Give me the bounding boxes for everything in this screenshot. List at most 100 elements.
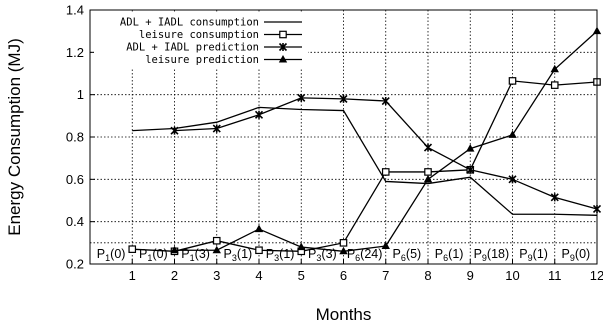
data-point <box>424 168 432 176</box>
series-leisure-consumption <box>128 77 601 256</box>
data-point <box>297 93 306 102</box>
period-count-open: ( <box>237 247 242 261</box>
period-count-close: ) <box>333 247 337 261</box>
legend-entry: leisure consumption <box>139 29 302 41</box>
x-axis-label: Months <box>316 305 372 324</box>
period-letter: P <box>519 247 527 261</box>
series <box>128 26 602 256</box>
x-tick-label: 10 <box>505 268 519 283</box>
period-count-close: ) <box>586 247 590 261</box>
x-tick-label: 1 <box>129 268 136 283</box>
data-point <box>550 64 559 73</box>
period-count: 1 <box>452 247 459 261</box>
data-point <box>170 126 179 135</box>
x-tick-label: 3 <box>213 268 220 283</box>
data-point <box>255 246 263 255</box>
y-tick-label: 1.2 <box>66 45 84 60</box>
period-label-text: P3(1) <box>224 247 253 263</box>
data-point <box>550 81 559 89</box>
x-tick-label: 5 <box>298 268 305 283</box>
period-label-bg <box>429 243 470 263</box>
legend-label: leisure prediction <box>145 54 259 66</box>
data-point <box>128 245 137 253</box>
period-label-text: P9(18) <box>474 247 510 263</box>
period-label-bg <box>260 243 301 263</box>
period-label-text: P1(0) <box>97 247 126 263</box>
series-line <box>132 106 598 216</box>
data-point <box>212 236 221 245</box>
data-point <box>466 144 475 152</box>
tick-labels: 1 2 3 4 5 6 7 8 9 10 11 120.20.40.60.811.21.4 <box>66 3 603 284</box>
data-point <box>508 77 517 85</box>
y-tick-label: 0.8 <box>66 130 84 145</box>
period-label: P3(1) <box>260 243 301 263</box>
period-count-open: ( <box>195 247 200 261</box>
period-label: P9(0) <box>555 243 596 263</box>
period-letter: P <box>181 247 189 261</box>
period-label-bg <box>344 243 385 263</box>
series-leisure-prediction <box>170 26 602 255</box>
period-label-bg <box>386 243 427 263</box>
x-tick-label: 6 <box>340 268 347 283</box>
data-point <box>466 165 475 174</box>
data-point <box>297 242 306 251</box>
period-letter: P <box>474 247 482 261</box>
series-line <box>132 80 598 252</box>
period-label-bg <box>133 243 174 263</box>
period-label-bg <box>217 243 258 263</box>
period-count-open: ( <box>487 247 492 261</box>
legend-entry: ADL + IADL prediction <box>126 42 302 54</box>
period-subscript: 1 <box>190 253 195 263</box>
data-point <box>339 94 348 103</box>
period-label: P6(24) <box>344 243 385 263</box>
period-label-text: P1(0) <box>139 247 168 263</box>
data-point <box>381 168 390 176</box>
period-subscript: 3 <box>316 253 321 263</box>
y-tick-label: 1 <box>77 87 84 102</box>
data-point <box>279 30 287 39</box>
period-subscript: 1 <box>147 253 152 263</box>
data-point <box>423 143 433 152</box>
period-label: P6(5) <box>386 243 427 263</box>
data-point <box>381 241 390 250</box>
data-point <box>278 55 288 63</box>
period-letter: P <box>393 247 401 261</box>
period-count: 1 <box>537 247 544 261</box>
period-count-close: ) <box>459 247 463 261</box>
data-point <box>550 193 559 202</box>
legend-entry: leisure prediction <box>145 54 302 66</box>
period-label-bg <box>513 243 554 263</box>
y-tick-label: 0.6 <box>66 172 84 187</box>
period-subscript: 6 <box>401 253 406 263</box>
period-letter: P <box>308 247 316 261</box>
data-point <box>508 130 517 138</box>
period-subscript: 6 <box>355 253 360 263</box>
legend-label: leisure consumption <box>139 29 259 41</box>
period-label-text: P6(24) <box>347 247 383 263</box>
period-label-bg <box>555 243 596 263</box>
period-label-text: P9(1) <box>519 247 548 263</box>
period-count-close: ) <box>378 247 382 261</box>
period-letter: P <box>435 247 443 261</box>
period-count-open: ( <box>279 247 284 261</box>
period-count-close: ) <box>206 247 210 261</box>
period-label: P1(0) <box>133 243 174 263</box>
period-label: P9(1) <box>513 243 554 263</box>
period-letter: P <box>139 247 147 261</box>
period-label: P3(1) <box>217 243 258 263</box>
period-letter: P <box>224 247 232 261</box>
legend-label: ADL + IADL consumption <box>120 17 259 29</box>
x-tick-label: 8 <box>424 268 431 283</box>
period-label-text: P3(1) <box>266 247 295 263</box>
data-point <box>212 124 221 133</box>
period-count: 0 <box>114 247 121 261</box>
period-subscript: 1 <box>105 253 110 263</box>
period-count: 18 <box>491 247 505 261</box>
period-subscript: 3 <box>232 253 237 263</box>
period-subscript: 6 <box>443 253 448 263</box>
period-count-open: ( <box>110 247 115 261</box>
period-subscript: 9 <box>482 253 487 263</box>
period-count-close: ) <box>290 247 294 261</box>
legend-entry: ADL + IADL consumption <box>120 17 302 29</box>
